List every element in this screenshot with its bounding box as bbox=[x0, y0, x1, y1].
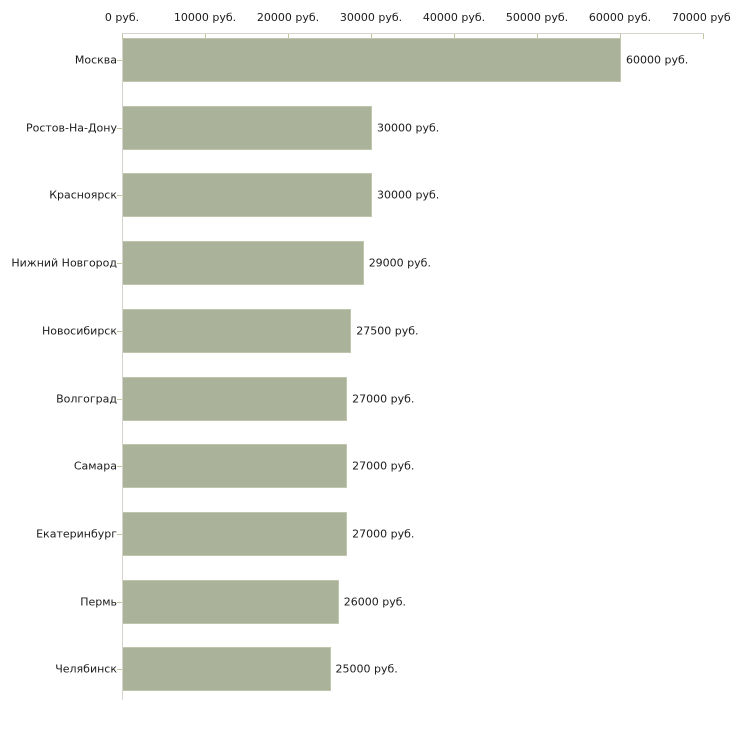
category-label: Волгоград bbox=[56, 392, 117, 405]
x-axis-tick-mark bbox=[371, 34, 372, 39]
y-axis-tick-mark bbox=[117, 195, 122, 197]
category-label: Ростов-На-Дону bbox=[25, 121, 117, 135]
x-axis-tick-label: 0 руб. bbox=[104, 11, 140, 24]
x-axis-tick-mark bbox=[122, 34, 123, 39]
bar bbox=[123, 579, 339, 624]
y-axis-tick-mark bbox=[117, 669, 122, 671]
bar bbox=[123, 511, 348, 556]
bar bbox=[123, 444, 348, 489]
y-axis-tick-mark bbox=[117, 601, 122, 603]
y-axis-tick-mark bbox=[117, 127, 122, 129]
value-label: 60000 руб. bbox=[626, 53, 689, 67]
x-axis-tick-mark bbox=[454, 34, 455, 39]
bar bbox=[123, 647, 331, 692]
x-axis-tick-label: 40000 руб. bbox=[422, 11, 486, 24]
category-label: Нижний Новгород bbox=[11, 256, 117, 270]
value-label: 30000 руб. bbox=[377, 188, 440, 202]
value-label: 25000 руб. bbox=[335, 662, 398, 676]
y-axis-tick-mark bbox=[117, 533, 122, 535]
y-axis-tick-mark bbox=[117, 263, 122, 265]
category-label: Новосибирск bbox=[41, 324, 117, 338]
x-axis-tick-label: 10000 руб. bbox=[173, 11, 237, 24]
category-label: Самара bbox=[73, 459, 117, 473]
x-axis-tick-label: 20000 руб. bbox=[256, 11, 320, 24]
value-label: 30000 руб. bbox=[377, 121, 440, 135]
category-label: Красноярск bbox=[49, 188, 117, 202]
bar bbox=[123, 308, 352, 353]
category-label: Челябинск bbox=[55, 662, 117, 676]
x-axis-tick-mark bbox=[703, 34, 704, 39]
y-axis-tick-mark bbox=[117, 330, 122, 332]
value-label: 26000 руб. bbox=[343, 595, 407, 609]
bar bbox=[123, 105, 372, 150]
value-label: 27000 руб. bbox=[352, 459, 415, 473]
bar bbox=[123, 38, 621, 82]
y-axis-tick-mark bbox=[117, 60, 122, 61]
value-label: 27000 руб. bbox=[352, 392, 415, 405]
x-axis-tick-label: 70000 руб. bbox=[671, 11, 730, 24]
bar bbox=[123, 241, 364, 286]
category-label: Екатеринбург bbox=[36, 527, 117, 541]
value-label: 27500 руб. bbox=[356, 324, 419, 338]
x-axis-tick-label: 30000 руб. bbox=[339, 11, 403, 24]
value-label: 27000 руб. bbox=[352, 527, 415, 541]
x-axis-tick-mark bbox=[537, 34, 538, 39]
bar bbox=[123, 376, 348, 421]
category-label: Пермь bbox=[80, 595, 117, 609]
x-axis-tick-mark bbox=[205, 34, 206, 39]
x-axis-tick-mark bbox=[288, 34, 289, 39]
x-axis-line bbox=[122, 33, 704, 34]
x-axis-tick-mark bbox=[620, 34, 621, 39]
x-axis-tick-label: 50000 руб. bbox=[505, 11, 569, 24]
y-axis-tick-mark bbox=[117, 398, 122, 400]
y-axis-line bbox=[122, 33, 123, 700]
value-label: 29000 руб. bbox=[368, 256, 431, 270]
y-axis-tick-mark bbox=[117, 466, 122, 468]
category-label: Москва bbox=[74, 53, 117, 67]
x-axis-tick-label: 60000 руб. bbox=[588, 11, 652, 24]
bar bbox=[123, 173, 372, 218]
